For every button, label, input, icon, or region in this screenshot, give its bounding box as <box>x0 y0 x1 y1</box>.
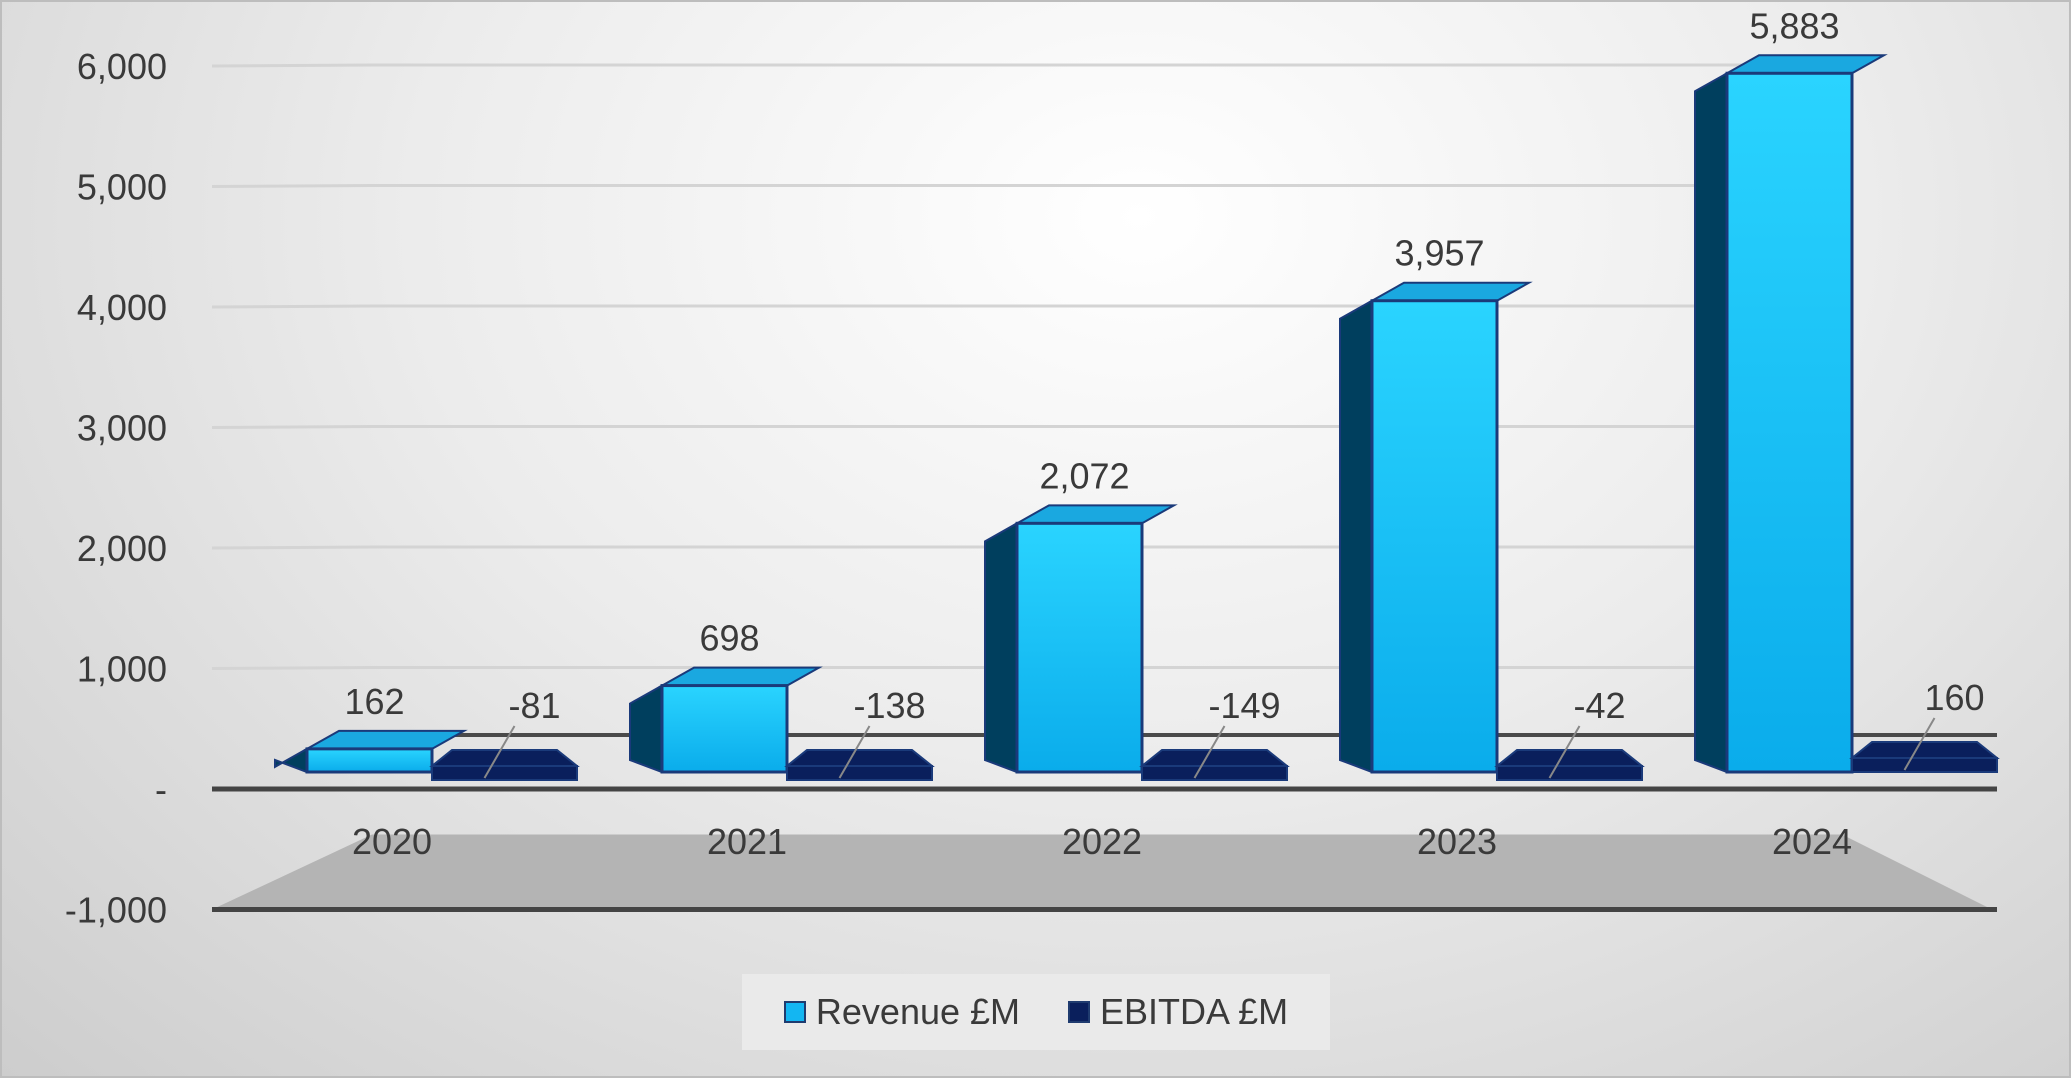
x-tick-label: 2020 <box>352 821 432 862</box>
bar-revenue-side <box>274 747 308 774</box>
bar-revenue-top <box>658 666 823 687</box>
data-label-ebitda: -138 <box>853 685 925 726</box>
y-tick-label: 1,000 <box>77 649 167 690</box>
floor-plane <box>212 834 1992 910</box>
data-label-revenue: 3,957 <box>1394 233 1484 274</box>
bar-revenue <box>1370 299 1499 774</box>
y-tick-label: -1,000 <box>65 890 167 931</box>
data-label-revenue: 5,883 <box>1749 5 1839 46</box>
bar-ebitda-top <box>1139 749 1290 767</box>
data-label-ebitda: -81 <box>508 685 560 726</box>
data-label-revenue: 698 <box>699 618 759 659</box>
y-tick-label: 3,000 <box>77 408 167 449</box>
bar-ebitda <box>1851 757 1998 773</box>
x-tick-label: 2024 <box>1772 821 1852 862</box>
legend-swatch-ebitda <box>1068 1001 1091 1023</box>
bar-ebitda-top <box>1849 741 2000 759</box>
data-label-ebitda: 160 <box>1924 677 1984 718</box>
legend-item-ebitda: EBITDA £M <box>1068 991 1288 1033</box>
bar-ebitda <box>431 765 578 781</box>
leader-line <box>1193 725 1226 779</box>
gridline <box>211 304 1837 309</box>
legend-label-ebitda: EBITDA £M <box>1100 991 1289 1032</box>
bar-ebitda-top <box>1494 749 1645 767</box>
y-tick-label: - <box>155 769 167 810</box>
bar-revenue-side <box>984 521 1018 774</box>
leader-line <box>483 725 516 779</box>
bar-revenue <box>1725 71 1854 774</box>
data-label-ebitda: -149 <box>1208 685 1280 726</box>
bar-revenue <box>660 684 789 774</box>
x-tick-label: 2023 <box>1417 821 1497 862</box>
data-label-ebitda: -42 <box>1573 685 1625 726</box>
bar-revenue-side <box>1339 299 1373 774</box>
bar-revenue-side <box>629 683 663 774</box>
leader-line <box>1903 717 1936 771</box>
bar-ebitda-top <box>429 749 580 767</box>
bar-ebitda <box>786 765 933 781</box>
bar-ebitda <box>1141 765 1288 781</box>
bar-revenue-top <box>303 729 468 750</box>
leader-line <box>1548 725 1581 779</box>
legend-swatch-revenue <box>783 1001 806 1023</box>
x-tick-label: 2021 <box>707 821 787 862</box>
bar-ebitda-top <box>784 749 935 767</box>
y-tick-label: 6,000 <box>77 46 167 87</box>
legend-item-revenue: Revenue £M <box>783 991 1021 1033</box>
y-tick-label: 5,000 <box>77 167 167 208</box>
y-tick-label: 2,000 <box>77 528 167 569</box>
bar-revenue <box>1015 521 1144 774</box>
bar-ebitda <box>1496 765 1643 781</box>
bar-revenue <box>305 747 434 774</box>
gridline <box>211 425 1837 429</box>
legend-label-revenue: Revenue £M <box>815 991 1021 1032</box>
bar-revenue-top <box>1723 54 1888 75</box>
bar-revenue-top <box>1368 281 1533 302</box>
leader-line <box>838 725 871 779</box>
data-label-revenue: 162 <box>344 681 404 722</box>
y-tick-label: 4,000 <box>77 287 167 328</box>
bar-revenue-top <box>1013 504 1178 525</box>
gridline <box>211 63 1837 68</box>
data-label-revenue: 2,072 <box>1039 455 1129 496</box>
gridline <box>211 184 1837 188</box>
x-tick-label: 2022 <box>1062 821 1142 862</box>
bar-revenue-side <box>1694 71 1728 774</box>
legend: Revenue £M EBITDA £M <box>742 974 1330 1050</box>
